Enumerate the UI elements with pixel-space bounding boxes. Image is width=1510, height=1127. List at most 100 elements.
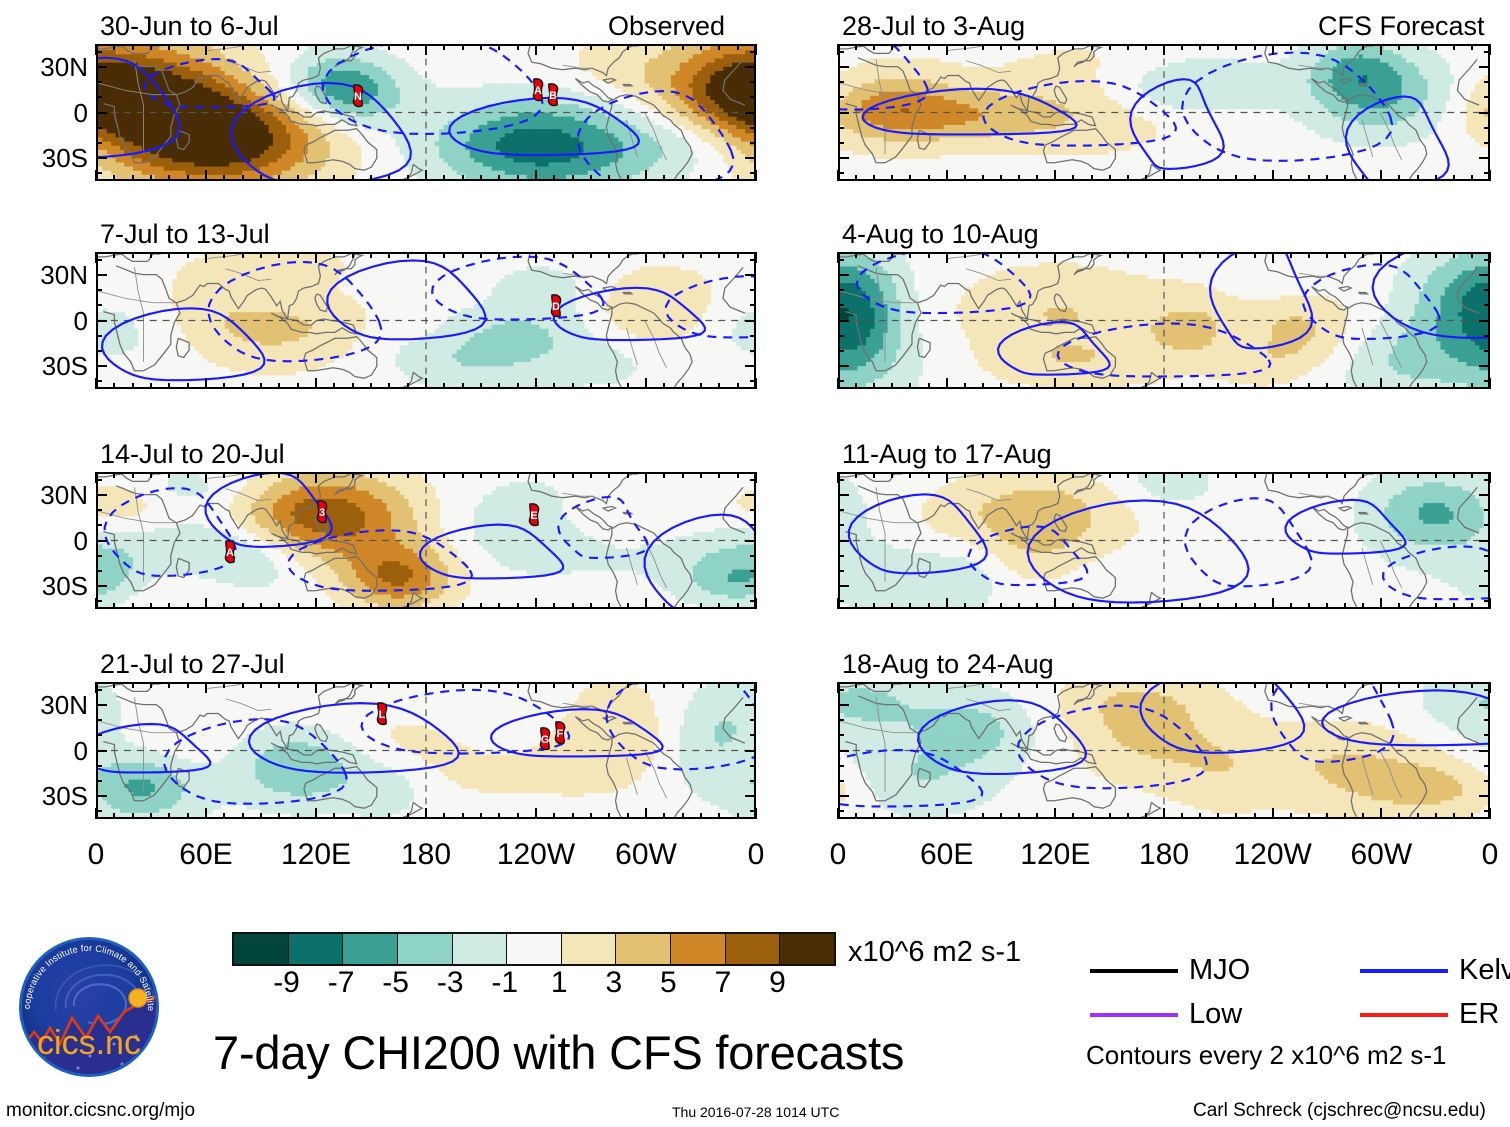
axis-tick bbox=[945, 44, 948, 55]
axis-tick bbox=[750, 349, 756, 352]
axis-tick bbox=[535, 252, 537, 263]
axis-tick bbox=[1235, 44, 1238, 50]
axis-tick bbox=[750, 734, 756, 737]
axis-tick bbox=[241, 175, 244, 181]
axis-tick bbox=[626, 603, 629, 609]
axis-tick bbox=[608, 252, 611, 258]
axis-tick bbox=[516, 175, 519, 181]
axis-tick bbox=[838, 749, 849, 752]
storm-marker-b[interactable]: B bbox=[543, 82, 563, 108]
axis-tick bbox=[645, 808, 647, 819]
x-tick-120w: 120W bbox=[476, 840, 596, 870]
axis-tick bbox=[745, 319, 756, 322]
storm-marker-3[interactable]: 3 bbox=[312, 499, 332, 525]
axis-tick bbox=[1452, 252, 1455, 258]
axis-tick bbox=[96, 703, 107, 706]
storm-marker-e[interactable]: E bbox=[524, 502, 544, 528]
axis-tick bbox=[186, 682, 189, 688]
axis-tick bbox=[186, 252, 189, 258]
axis-tick bbox=[750, 688, 756, 691]
axis-tick bbox=[131, 175, 134, 181]
axis-tick bbox=[1090, 603, 1093, 609]
axis-tick bbox=[838, 493, 849, 496]
axis-tick bbox=[909, 175, 912, 181]
axis-tick bbox=[333, 813, 336, 819]
axis-tick bbox=[755, 378, 757, 389]
axis-tick bbox=[626, 383, 629, 389]
colorbar-tick-3: 3 bbox=[574, 968, 654, 998]
axis-tick bbox=[406, 383, 409, 389]
x-tick-120w: 120W bbox=[1213, 840, 1333, 870]
axis-tick bbox=[1307, 175, 1310, 181]
axis-tick bbox=[838, 600, 844, 603]
axis-tick bbox=[96, 157, 107, 160]
axis-tick bbox=[96, 719, 102, 722]
axis-tick bbox=[150, 175, 152, 181]
axis-tick bbox=[95, 472, 97, 483]
axis-tick bbox=[645, 378, 647, 389]
axis-tick bbox=[1416, 603, 1419, 609]
storm-marker-d[interactable]: D bbox=[546, 293, 566, 319]
axis-tick bbox=[223, 682, 226, 688]
axis-tick bbox=[909, 813, 912, 819]
axis-tick bbox=[333, 175, 336, 181]
panel-title-obs4: 21-Jul to 27-Jul bbox=[100, 651, 285, 678]
storm-marker-a[interactable]: A bbox=[220, 539, 240, 565]
axis-tick bbox=[406, 682, 409, 688]
map-panel-fcst1 bbox=[838, 44, 1490, 181]
axis-tick bbox=[1479, 319, 1490, 322]
axis-tick bbox=[891, 252, 894, 258]
axis-tick bbox=[406, 813, 409, 819]
storm-marker-n[interactable]: N bbox=[348, 83, 368, 109]
x-tick-0: 0 bbox=[778, 840, 898, 870]
axis-tick bbox=[1181, 472, 1184, 478]
axis-tick bbox=[1398, 175, 1401, 181]
axis-tick bbox=[315, 808, 317, 819]
axis-tick bbox=[1163, 44, 1165, 55]
axis-tick bbox=[260, 813, 262, 819]
axis-tick bbox=[461, 252, 464, 258]
axis-tick bbox=[700, 175, 702, 181]
colorbar-tick-9: 9 bbox=[737, 968, 817, 998]
axis-tick bbox=[1484, 141, 1490, 144]
axis-tick bbox=[736, 472, 739, 478]
axis-tick bbox=[945, 472, 948, 483]
axis-tick bbox=[1235, 682, 1238, 688]
axis-tick bbox=[516, 682, 519, 688]
y-tick-30s-obs4: 30S bbox=[0, 783, 88, 809]
axis-tick bbox=[96, 478, 102, 481]
storm-marker-f[interactable]: F bbox=[550, 720, 570, 746]
axis-tick bbox=[1253, 44, 1256, 50]
axis-tick bbox=[406, 175, 409, 181]
axis-tick bbox=[406, 44, 409, 50]
axis-tick bbox=[553, 813, 556, 819]
storm-marker-l[interactable]: L bbox=[372, 701, 392, 727]
axis-tick bbox=[626, 813, 629, 819]
axis-tick bbox=[333, 603, 336, 609]
axis-tick bbox=[498, 603, 501, 609]
storm-marker-g[interactable]: G bbox=[535, 726, 555, 752]
axis-tick bbox=[1000, 175, 1002, 181]
axis-tick bbox=[1271, 472, 1274, 483]
axis-tick bbox=[1000, 603, 1002, 609]
axis-tick bbox=[96, 795, 107, 798]
x-tick-0: 0 bbox=[1430, 840, 1510, 870]
axis-tick bbox=[838, 509, 844, 512]
axis-tick bbox=[700, 603, 702, 609]
axis-tick bbox=[443, 383, 446, 389]
axis-tick bbox=[837, 170, 839, 181]
legend-label: MJO bbox=[1189, 956, 1250, 985]
y-tick-0-obs1: 0 bbox=[0, 100, 88, 126]
axis-tick bbox=[1036, 603, 1039, 609]
map-panel-obs3: 3 A E bbox=[96, 472, 756, 609]
axis-tick bbox=[590, 682, 592, 688]
axis-tick bbox=[838, 111, 849, 114]
axis-tick bbox=[443, 603, 446, 609]
storm-marker-a[interactable]: A bbox=[528, 77, 548, 103]
axis-tick bbox=[745, 157, 756, 160]
axis-tick bbox=[315, 472, 317, 483]
footer-url[interactable]: monitor.cicsnc.org/mjo bbox=[6, 1101, 195, 1120]
axis-tick bbox=[645, 170, 647, 181]
axis-tick bbox=[838, 81, 844, 84]
axis-tick bbox=[480, 383, 482, 389]
